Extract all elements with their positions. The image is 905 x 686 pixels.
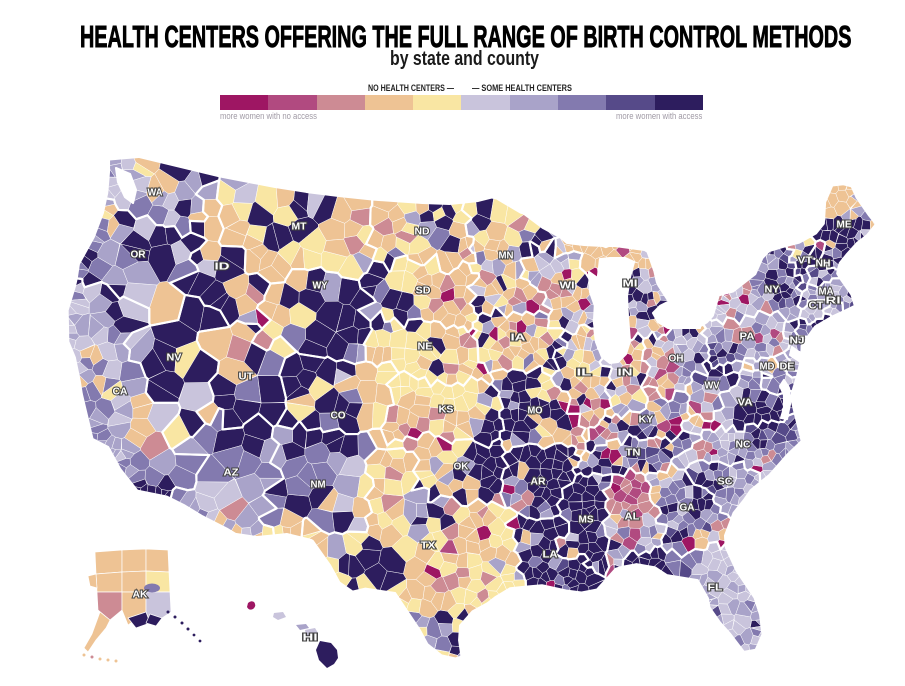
svg-text:IA: IA <box>511 332 527 344</box>
svg-text:NV: NV <box>167 352 182 364</box>
svg-text:AL: AL <box>625 511 641 523</box>
svg-text:PA: PA <box>740 331 755 343</box>
svg-text:OH: OH <box>669 353 684 365</box>
svg-text:MT: MT <box>292 221 308 233</box>
svg-text:WY: WY <box>313 280 328 292</box>
svg-text:NC: NC <box>736 439 751 451</box>
svg-text:MN: MN <box>499 250 514 262</box>
svg-text:MD: MD <box>760 361 775 373</box>
svg-text:ND: ND <box>415 226 430 238</box>
svg-text:AZ: AZ <box>224 467 240 479</box>
svg-text:FL: FL <box>708 582 724 594</box>
svg-text:NJ: NJ <box>790 335 805 347</box>
svg-text:NH: NH <box>816 258 831 270</box>
svg-text:VT: VT <box>798 255 814 267</box>
svg-text:CO: CO <box>331 410 346 422</box>
svg-text:OK: OK <box>454 461 469 473</box>
svg-text:NE: NE <box>418 341 433 353</box>
svg-text:GA: GA <box>680 502 695 514</box>
svg-text:HI: HI <box>303 632 318 644</box>
svg-text:UT: UT <box>239 371 255 383</box>
svg-text:NM: NM <box>311 479 326 491</box>
svg-text:AR: AR <box>531 476 546 488</box>
svg-text:RI: RI <box>826 295 841 307</box>
svg-text:SD: SD <box>416 285 431 297</box>
svg-text:SC: SC <box>718 476 733 488</box>
svg-text:NY: NY <box>765 284 780 296</box>
svg-text:MA: MA <box>819 286 834 298</box>
svg-text:MI: MI <box>623 278 638 290</box>
svg-text:TN: TN <box>626 447 641 459</box>
svg-text:ID: ID <box>215 261 231 273</box>
svg-text:KY: KY <box>639 414 654 426</box>
svg-text:WI: WI <box>560 280 575 292</box>
svg-text:VA: VA <box>738 397 753 409</box>
svg-text:TX: TX <box>421 540 436 552</box>
svg-text:CT: CT <box>809 300 825 312</box>
svg-text:DE: DE <box>780 361 795 373</box>
svg-text:KS: KS <box>439 404 454 416</box>
svg-text:LA: LA <box>543 549 558 561</box>
svg-text:ME: ME <box>837 219 852 231</box>
svg-text:CA: CA <box>113 386 128 398</box>
svg-text:AK: AK <box>133 589 148 601</box>
svg-text:MS: MS <box>579 514 594 526</box>
svg-text:IL: IL <box>577 367 593 379</box>
svg-text:MO: MO <box>528 405 543 417</box>
svg-text:IN: IN <box>618 367 633 379</box>
svg-text:WA: WA <box>148 187 163 199</box>
svg-text:OR: OR <box>131 249 146 261</box>
svg-text:WV: WV <box>705 380 720 392</box>
